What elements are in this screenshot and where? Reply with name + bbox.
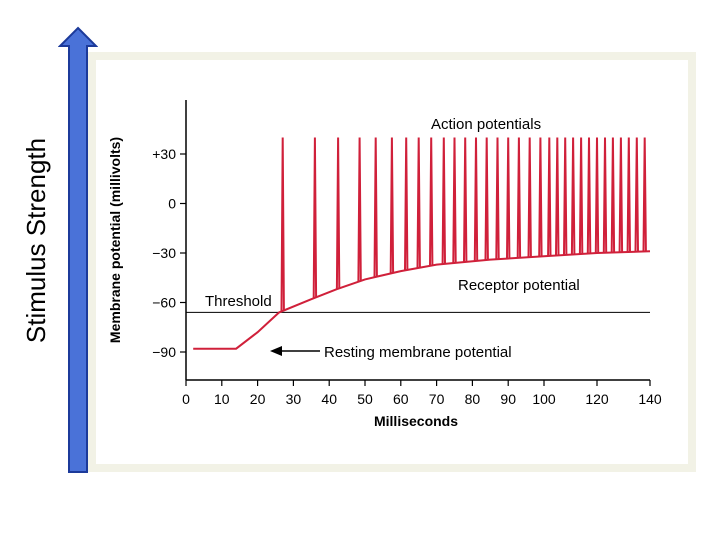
action-potential-spike: [594, 137, 600, 254]
action-potential-spike: [586, 137, 592, 254]
x-tick-label: 140: [638, 391, 662, 407]
action-potential-spike: [495, 137, 500, 260]
y-tick-label: +30: [152, 146, 176, 162]
x-axis-title: Milliseconds: [374, 413, 458, 429]
action-potential-spike: [473, 137, 479, 261]
x-tick-label: 120: [585, 391, 609, 407]
y-axis-title: Membrane potential (millivolts): [107, 137, 123, 343]
action-potential-spike: [570, 137, 576, 255]
action-potential-spike: [578, 137, 584, 255]
action-potential-spike: [555, 137, 560, 256]
x-tick-label: 40: [321, 391, 337, 407]
x-tick-label: 70: [429, 391, 445, 407]
x-tick-label: 30: [286, 391, 302, 407]
action-potential-spikes: [280, 137, 647, 311]
action-potential-spike: [563, 137, 568, 256]
chart-axes: [185, 100, 650, 381]
action-potentials-annotation: Action potentials: [431, 116, 541, 133]
action-potential-spike: [335, 137, 341, 289]
action-potential-spike: [626, 137, 631, 253]
action-potential-spike: [602, 137, 608, 253]
action-potential-spike: [280, 137, 285, 311]
x-tick-label: 60: [393, 391, 409, 407]
figure-panel-inner: [96, 60, 688, 464]
action-potential-spike: [389, 137, 395, 274]
action-potential-spike: [373, 137, 378, 277]
action-potential-spike: [538, 137, 543, 257]
chart-ticks: +30 0 −30 −60 −90 0 10 20 30 40 50 60 70 80 90 100 120 14…: [152, 146, 662, 407]
x-tick-label: 100: [532, 391, 556, 407]
resting-pointer-arrow-icon: [270, 346, 320, 356]
action-potential-spike: [618, 137, 624, 253]
x-tick-label: 80: [465, 391, 481, 407]
x-tick-label: 50: [357, 391, 373, 407]
receptor-potential-trace: [193, 250, 651, 350]
x-tick-label: 90: [500, 391, 516, 407]
x-tick-label: 10: [214, 391, 230, 407]
action-potential-spike: [547, 137, 552, 257]
action-potential-spike: [484, 137, 489, 260]
action-potential-spike: [357, 137, 362, 282]
threshold-annotation: Threshold: [205, 293, 272, 310]
action-potential-spike: [312, 137, 318, 298]
action-potential-spike: [429, 137, 434, 266]
action-potential-spike: [527, 137, 532, 258]
receptor-potential-annotation: Receptor potential: [458, 277, 580, 294]
y-tick-label: −60: [152, 295, 176, 311]
action-potential-spike: [516, 137, 522, 258]
action-potential-spike: [610, 137, 616, 253]
action-potential-spike: [441, 137, 446, 264]
y-tick-label: 0: [168, 196, 176, 212]
action-potential-spike: [506, 137, 511, 259]
action-potential-spike: [634, 137, 639, 252]
action-potential-spike: [452, 137, 457, 263]
y-tick-label: −30: [152, 245, 176, 261]
y-tick-label: −90: [152, 344, 176, 360]
resting-potential-annotation: Resting membrane potential: [324, 344, 512, 361]
action-potential-spike: [404, 137, 409, 271]
stimulus-arrow-icon: [58, 26, 98, 473]
action-potential-spike: [642, 137, 647, 252]
x-tick-label: 0: [182, 391, 190, 407]
x-tick-label: 20: [250, 391, 266, 407]
action-potential-spike: [416, 137, 421, 268]
action-potential-spike: [463, 137, 468, 262]
